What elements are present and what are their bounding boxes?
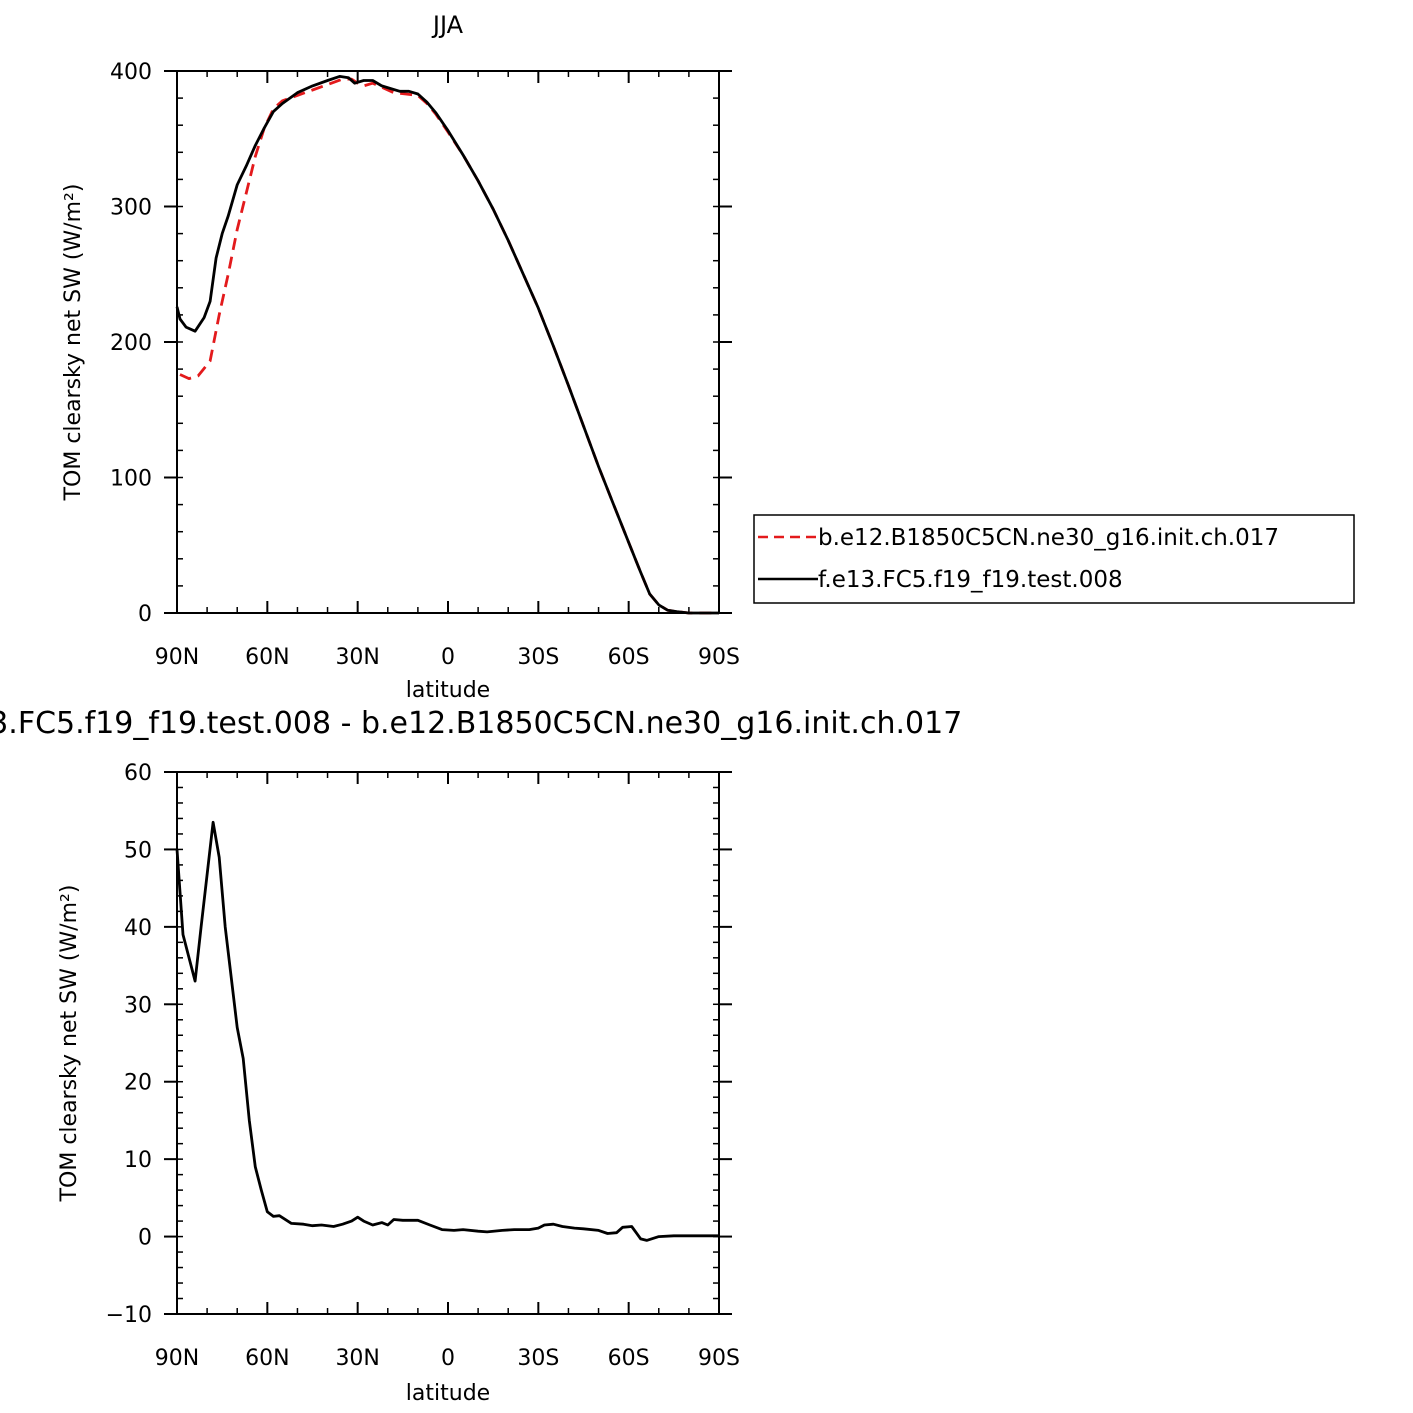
top-plot-frame xyxy=(176,70,720,614)
top-y-axis-label: TOM clearsky net SW (W/m²) xyxy=(61,184,86,502)
bottom-y-axis-label: TOM clearsky net SW (W/m²) xyxy=(57,885,82,1203)
bottom-x-tick-label: 30S xyxy=(517,1346,559,1371)
bottom-series-group xyxy=(175,820,719,1242)
bottom-chart-title: f.e13.FC5.f19_f19.test.008 - b.e12.B1850… xyxy=(0,706,962,741)
bottom-y-tick-label: 60 xyxy=(124,761,152,786)
top-series-group xyxy=(175,75,719,615)
bottom-plot-frame xyxy=(176,771,720,1315)
legend-label-b-e12: b.e12.B1850C5CN.ne30_g16.init.ch.017 xyxy=(818,525,1279,551)
bottom-y-tick-label: −10 xyxy=(106,1303,152,1328)
bottom-x-tick-label: 30N xyxy=(335,1346,379,1371)
top-x-tick-label: 60S xyxy=(608,645,650,670)
top-x-tick-label: 90S xyxy=(698,645,740,670)
top-y-tick-label: 100 xyxy=(110,467,152,492)
top-y-tick-label: 0 xyxy=(138,602,152,627)
top-x-tick-label: 30N xyxy=(335,645,379,670)
bottom-x-tick-label: 0 xyxy=(441,1346,455,1371)
top-y-tick-label: 200 xyxy=(110,331,152,356)
bottom-series-line-solid xyxy=(175,820,719,1242)
bottom-x-tick-label: 90N xyxy=(155,1346,199,1371)
top-panel: JJA TOM clearsky net SW (W/m²) latitude … xyxy=(61,11,740,703)
top-y-tick-label: 300 xyxy=(110,196,152,221)
top-series-line-solid xyxy=(175,75,719,615)
bottom-axis-ticks: 90N 60N 30N 0 30S 60S 90S −10 0 10 20 30 40 50 60 xyxy=(106,761,740,1371)
bottom-x-tick-label: 60N xyxy=(245,1346,289,1371)
legend-box xyxy=(753,514,1355,604)
bottom-y-tick-label: 20 xyxy=(124,1071,152,1096)
bottom-x-tick-label: 90S xyxy=(698,1346,740,1371)
legend-label-f-e13: f.e13.FC5.f19_f19.test.008 xyxy=(818,567,1123,593)
top-chart-title: JJA xyxy=(431,11,464,39)
bottom-x-axis-label: latitude xyxy=(406,1381,490,1406)
top-x-tick-label: 90N xyxy=(155,645,199,670)
bottom-y-tick-label: 40 xyxy=(124,916,152,941)
top-series-line-dashed xyxy=(179,77,719,615)
top-x-axis-label: latitude xyxy=(406,678,490,703)
top-x-tick-label: 30S xyxy=(517,645,559,670)
bottom-y-tick-label: 0 xyxy=(138,1226,152,1251)
legend: b.e12.B1850C5CN.ne30_g16.init.ch.017 f.e… xyxy=(753,514,1355,604)
bottom-y-tick-label: 10 xyxy=(124,1148,152,1173)
bottom-x-tick-label: 60S xyxy=(608,1346,650,1371)
top-axis-ticks: 90N 60N 30N 0 30S 60S 90S 0 100 200 300 400 xyxy=(110,60,740,670)
bottom-y-tick-label: 50 xyxy=(124,838,152,863)
bottom-y-tick-label: 30 xyxy=(124,993,152,1018)
top-x-tick-label: 0 xyxy=(441,645,455,670)
bottom-panel: f.e13.FC5.f19_f19.test.008 - b.e12.B1850… xyxy=(0,706,962,1406)
top-x-tick-label: 60N xyxy=(245,645,289,670)
top-y-tick-label: 400 xyxy=(110,60,152,85)
